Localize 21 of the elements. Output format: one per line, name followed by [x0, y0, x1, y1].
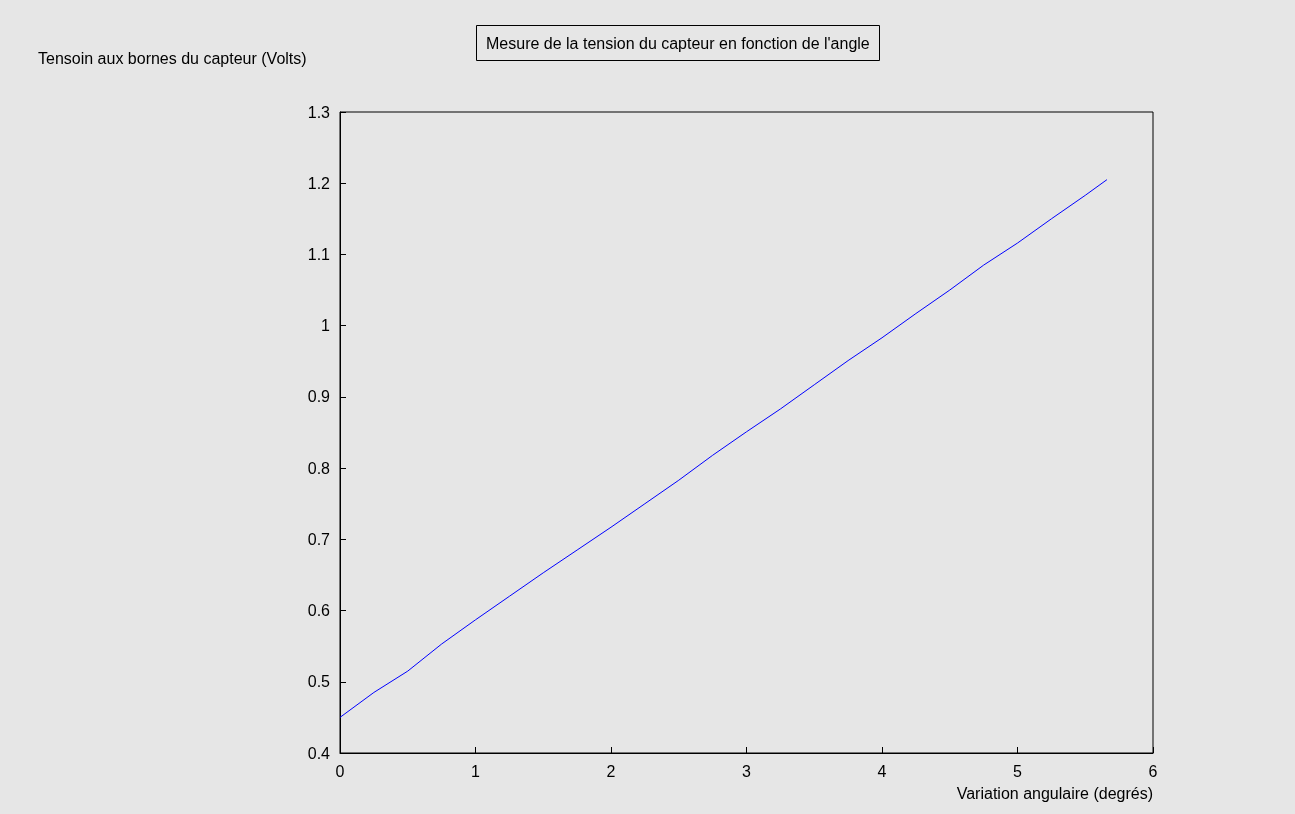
y-tick-label: 0.7: [307, 530, 331, 548]
x-tick-label: 5: [1013, 762, 1023, 780]
y-tick-label: 0.5: [307, 673, 331, 691]
y-axis-title: Tensoin aux bornes du capteur (Volts): [38, 49, 307, 67]
x-tick-label: 4: [877, 762, 887, 780]
y-tick-label: 0.8: [307, 459, 331, 477]
x-tick-label: 0: [335, 762, 345, 780]
y-tick-label: 1: [321, 317, 331, 335]
y-tick-label: 0.9: [307, 388, 331, 406]
y-tick-label: 0.6: [307, 602, 331, 620]
x-tick-label: 6: [1148, 762, 1158, 780]
y-tick-label: 1.2: [307, 174, 331, 192]
y-tick-label: 0.4: [307, 744, 331, 762]
y-tick-label: 1.3: [307, 103, 331, 121]
x-tick-label: 1: [471, 762, 481, 780]
line-series: [339, 179, 1108, 718]
x-tick-label: 3: [742, 762, 752, 780]
y-tick-label: 1.1: [307, 245, 331, 263]
x-tick-label: 2: [606, 762, 616, 780]
x-axis-title: Variation angulaire (degrés): [956, 784, 1153, 802]
chart-title: Mesure de la tension du capteur en fonction de l'angle: [486, 34, 870, 52]
